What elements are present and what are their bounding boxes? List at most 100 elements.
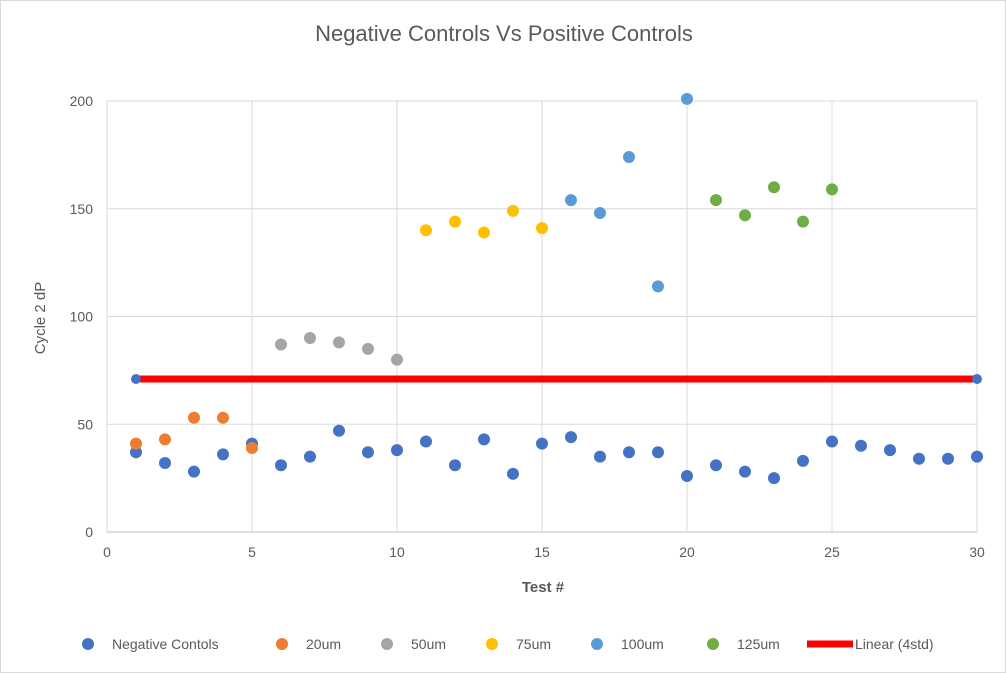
data-point	[420, 435, 432, 448]
data-point	[710, 459, 722, 472]
legend-marker	[707, 638, 719, 650]
data-point	[159, 457, 171, 470]
data-point	[565, 194, 577, 207]
legend-marker	[486, 638, 498, 650]
data-point	[652, 280, 664, 293]
data-point	[594, 207, 606, 220]
data-point	[507, 204, 519, 217]
data-point	[275, 459, 287, 472]
series-50um	[275, 332, 403, 366]
tick-labels: 0 50 100 150 200 0 5 10 15 20 25 30	[70, 93, 985, 560]
legend-item: Linear (4std)	[807, 636, 934, 652]
legend-label: 100um	[621, 636, 664, 652]
x-tick-label: 10	[389, 544, 405, 560]
data-point	[362, 342, 374, 355]
data-point	[536, 437, 548, 450]
x-tick-label: 20	[679, 544, 695, 560]
x-tick-label: 5	[248, 544, 256, 560]
data-point	[130, 446, 142, 459]
data-point	[594, 450, 606, 463]
data-point	[884, 444, 896, 457]
legend-item: 125um	[707, 636, 780, 652]
data-point	[217, 448, 229, 461]
data-point	[739, 209, 751, 222]
data-point	[768, 181, 780, 194]
data-point	[768, 472, 780, 485]
data-point	[449, 215, 461, 228]
data-point	[681, 92, 693, 105]
series-100um	[565, 92, 693, 293]
legend-label: 50um	[411, 636, 446, 652]
data-point	[391, 353, 403, 366]
y-tick-label: 50	[77, 416, 93, 432]
legend-label: 125um	[737, 636, 780, 652]
series-layer	[130, 92, 983, 485]
legend: Negative Contols 20um 50um 75um 100um 125um Li…	[82, 636, 934, 652]
series-20um	[130, 411, 258, 454]
x-axis-title: Test #	[522, 579, 565, 596]
data-point	[275, 338, 287, 351]
legend-label: Linear (4std)	[855, 636, 934, 652]
series-125um	[710, 181, 838, 228]
legend-item: 100um	[591, 636, 664, 652]
y-axis-title: Cycle 2 dP	[32, 282, 49, 355]
data-point	[797, 454, 809, 467]
data-point	[217, 411, 229, 424]
legend-marker	[276, 638, 288, 650]
data-point	[739, 465, 751, 478]
data-point	[565, 431, 577, 444]
x-tick-label: 15	[534, 544, 550, 560]
x-tick-label: 30	[969, 544, 985, 560]
data-point	[420, 224, 432, 237]
data-point	[652, 446, 664, 459]
legend-label: 75um	[516, 636, 551, 652]
legend-label: 20um	[306, 636, 341, 652]
x-tick-label: 0	[103, 544, 111, 560]
data-point	[159, 433, 171, 446]
x-tick-label: 25	[824, 544, 840, 560]
data-point	[478, 226, 490, 239]
series-75um	[420, 204, 548, 239]
y-tick-label: 200	[70, 93, 94, 109]
data-point	[391, 444, 403, 457]
y-tick-label: 0	[85, 524, 93, 540]
data-point	[333, 424, 345, 437]
data-point	[333, 336, 345, 349]
data-point	[188, 465, 200, 478]
legend-marker	[82, 638, 94, 650]
data-point	[826, 183, 838, 196]
data-point	[536, 222, 548, 235]
y-tick-label: 150	[70, 201, 94, 217]
y-tick-label: 100	[70, 309, 94, 325]
legend-item: Negative Contols	[82, 636, 219, 652]
chart-title: Negative Controls Vs Positive Controls	[315, 21, 693, 46]
data-point	[507, 467, 519, 480]
data-point	[942, 452, 954, 465]
data-point	[971, 450, 983, 463]
data-point	[478, 433, 490, 446]
legend-marker	[591, 638, 603, 650]
legend-marker	[381, 638, 393, 650]
data-point	[681, 469, 693, 482]
data-point	[855, 439, 867, 452]
data-point	[913, 452, 925, 465]
data-point	[623, 151, 635, 164]
data-point	[246, 441, 258, 454]
data-point	[623, 446, 635, 459]
data-point	[362, 446, 374, 459]
data-point	[188, 411, 200, 424]
data-point	[449, 459, 461, 472]
legend-item: 75um	[486, 636, 551, 652]
series-negative-contols	[130, 424, 983, 485]
data-point	[710, 194, 722, 207]
data-point	[797, 215, 809, 228]
data-point	[826, 435, 838, 448]
legend-item: 50um	[381, 636, 446, 652]
legend-item: 20um	[276, 636, 341, 652]
trendline-endpoint	[972, 373, 982, 384]
data-point	[304, 332, 316, 345]
data-point	[130, 437, 142, 450]
data-point	[304, 450, 316, 463]
